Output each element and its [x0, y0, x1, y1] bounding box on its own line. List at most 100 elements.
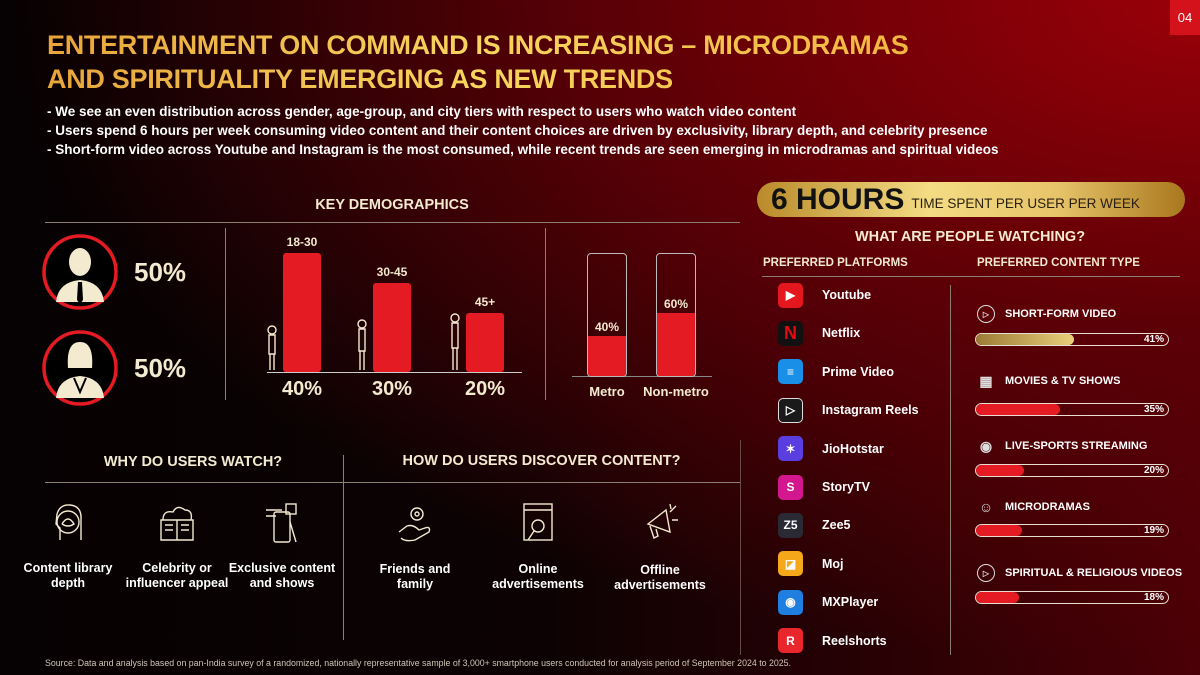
content-type-bar-fill	[976, 465, 1024, 476]
platform-name: Youtube	[822, 288, 872, 302]
play-circle-icon: ▷	[977, 564, 995, 582]
city-category-label: Metro	[589, 384, 625, 399]
reason-label: Exclusive content and shows	[228, 561, 336, 590]
age-category-label: 18-30	[286, 235, 318, 249]
content-type-bar: 35%	[975, 403, 1169, 416]
title-line: ENTERTAINMENT ON COMMAND IS INCREASING –…	[47, 30, 909, 60]
reelshorts-icon: R	[778, 628, 803, 654]
content-type-title: ▷ SPIRITUAL & RELIGIOUS VIDEOS	[977, 564, 1182, 582]
moj-icon: ◪	[778, 551, 803, 577]
clapperboard-icon: ▦	[979, 372, 993, 389]
reason-label: Celebrity or influencer appeal	[125, 561, 229, 590]
platform-item: ≡ Prime Video	[778, 359, 894, 385]
hand-gear-icon	[395, 502, 435, 549]
storytv-icon: S	[778, 474, 803, 500]
platform-item: Z5 Zee5	[778, 512, 851, 538]
platform-name: JioHotstar	[822, 441, 884, 456]
bullet: - Users spend 6 hours per week consuming…	[47, 123, 988, 138]
age-bar-18-30	[283, 253, 321, 372]
platform-name: MXPlayer	[822, 595, 879, 610]
platform-item: R Reelshorts	[778, 628, 887, 654]
mxplayer-icon: ◉	[778, 589, 803, 615]
content-type-title: ▦ MOVIES & TV SHOWS	[977, 372, 1121, 390]
platform-item: ◉ MXPlayer	[778, 589, 878, 615]
reason-label: Content library depth	[23, 561, 113, 590]
book-cloud-icon	[157, 502, 197, 549]
bullet: - We see an even distribution across gen…	[47, 104, 797, 119]
age-percentage-label: 30%	[371, 378, 413, 400]
female-icon	[42, 330, 118, 406]
content-type-value: 35%	[1143, 404, 1164, 415]
hours-caption: TIME SPENT PER USER PER WEEK	[911, 196, 1140, 211]
content-type-value: 20%	[1143, 465, 1164, 476]
content-type-bar-fill	[976, 404, 1060, 415]
baseline	[572, 376, 712, 377]
divider	[740, 440, 741, 655]
theatre-masks-icon: ☺	[978, 499, 994, 515]
zee5-icon: Z5	[778, 512, 803, 538]
content-type-value: 18%	[1143, 592, 1164, 603]
platform-item: S StoryTV	[778, 474, 870, 500]
female-percentage: 50%	[134, 353, 187, 383]
platform-item: N Netflix	[778, 320, 860, 346]
content-type-name: MOVIES & TV SHOWS	[1005, 375, 1121, 387]
city-bar-Metro	[588, 335, 626, 376]
city-tier-chart: 40% Metro 60% Non-metro	[565, 240, 725, 410]
age-category-label: 30-45	[376, 264, 408, 279]
age-percentage-label: 40%	[281, 378, 323, 400]
content-type-bar: 20%	[975, 464, 1169, 477]
reason-label: Friends and family	[379, 562, 451, 591]
content-type-value: 19%	[1143, 525, 1164, 536]
age-category-label: 45+	[474, 294, 496, 309]
page-title: ENTERTAINMENT ON COMMAND IS INCREASING –…	[47, 28, 908, 96]
male-percentage: 50%	[134, 257, 187, 287]
hours-value: 6 HOURS	[771, 182, 905, 216]
reels-icon: ▷	[778, 397, 803, 423]
city-bar-Non-metro	[657, 312, 695, 376]
city-bar-track	[587, 253, 627, 377]
platform-name: Prime Video	[822, 364, 895, 379]
person-icon	[265, 324, 279, 377]
demographics-heading: KEY DEMOGRAPHICS	[315, 197, 469, 213]
bullet: - Short-form video across Youtube and In…	[47, 142, 999, 157]
divider	[950, 285, 951, 655]
person-icon	[448, 312, 462, 377]
content-type-name: LIVE-SPORTS STREAMING	[1005, 440, 1148, 452]
page-number: 04	[1170, 0, 1200, 35]
age-percentage-label: 20%	[464, 378, 506, 400]
reason-label: Offline advertisements	[614, 563, 706, 592]
divider	[545, 228, 546, 400]
content-type-heading: PREFERRED CONTENT TYPE	[977, 257, 1140, 269]
jiohotstar-icon: ✶	[778, 436, 803, 462]
browser-search-icon	[518, 502, 558, 549]
content-type-name: SPIRITUAL & RELIGIOUS VIDEOS	[1005, 567, 1183, 579]
age-group-chart: 18-30 40% 30-45 30% 45+ 20%	[250, 228, 530, 408]
divider	[225, 228, 226, 400]
content-type-value: 41%	[1143, 334, 1164, 345]
title-line: AND SPIRITUALITY EMERGING AS NEW TRENDS	[47, 64, 673, 94]
divider	[45, 482, 740, 483]
person-icon	[355, 318, 369, 377]
age-bar-30-45	[373, 282, 411, 372]
platforms-heading: PREFERRED PLATFORMS	[763, 257, 908, 269]
platform-name: Netflix	[822, 326, 861, 341]
platform-name: StoryTV	[822, 480, 870, 494]
content-type-title: ☺ MICRODRAMAS	[977, 498, 1090, 516]
content-type-bar: 18%	[975, 591, 1169, 604]
city-bar-track	[656, 253, 696, 377]
platform-item: ✶ JioHotstar	[778, 436, 884, 462]
reason-label: Online advertisements	[492, 562, 584, 591]
content-type-bar: 19%	[975, 524, 1169, 537]
content-type-bar-fill	[976, 525, 1022, 536]
source-note: Source: Data and analysis based on pan-I…	[45, 658, 791, 668]
platform-name: Reelshorts	[822, 633, 887, 648]
male-icon	[42, 234, 118, 310]
play-circle-icon: ▷	[977, 305, 995, 323]
netflix-icon: N	[778, 320, 803, 346]
content-type-bar: 41%	[975, 333, 1169, 346]
platform-item: ◪ Moj	[778, 551, 844, 577]
city-category-label: Non-metro	[643, 384, 709, 399]
prime-video-icon: ≡	[778, 359, 803, 385]
age-bar-45+	[466, 312, 504, 372]
divider	[343, 455, 344, 640]
